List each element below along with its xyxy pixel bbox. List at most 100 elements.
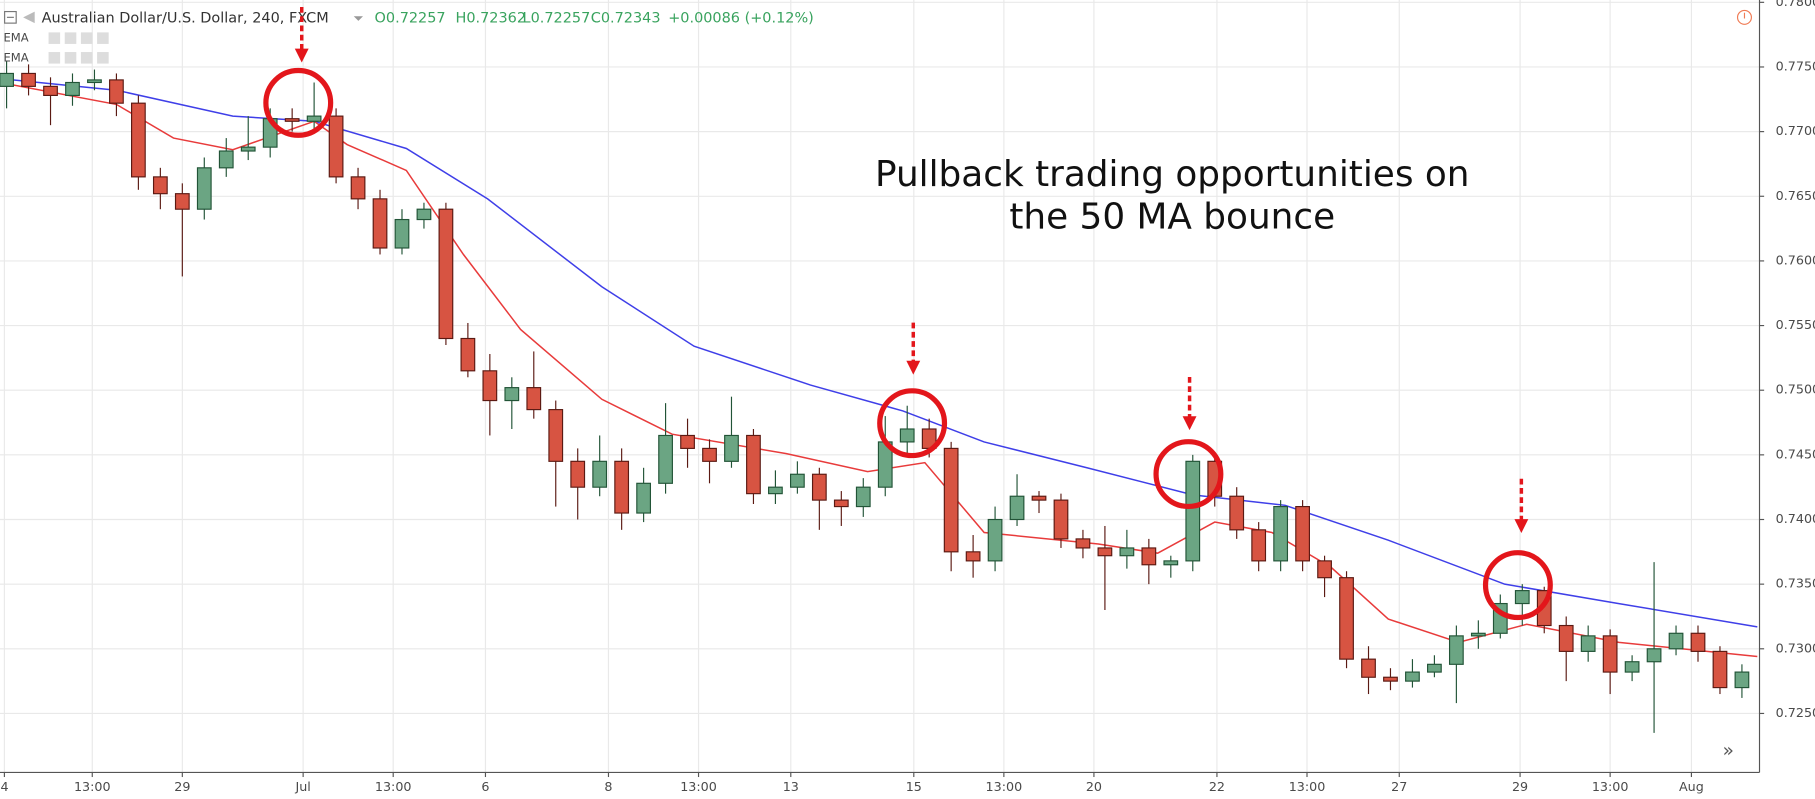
candle-body: [152, 176, 168, 195]
settings-button[interactable]: [64, 52, 77, 64]
candle-body: [504, 387, 520, 402]
candle-body: [658, 434, 673, 484]
ohlc-open: O0.72257: [375, 10, 446, 26]
candle-body: [1141, 547, 1157, 566]
more-button[interactable]: [80, 52, 93, 64]
candle-body: [350, 176, 366, 200]
candle-body: [416, 208, 432, 221]
candle-body: [438, 208, 454, 340]
candle-body: [1229, 495, 1245, 531]
candle-body: [811, 473, 827, 501]
ohlc-close: C0.72343: [591, 10, 661, 26]
arrowhead: [906, 360, 921, 375]
close-button[interactable]: [97, 32, 109, 44]
x-tick-label: 13:00: [986, 779, 1023, 794]
eye-button[interactable]: [48, 52, 61, 64]
y-tick-label: 0.75000: [1776, 382, 1815, 397]
arrows: [299, 6, 1524, 522]
y-tick-label: 0.75500: [1776, 317, 1815, 332]
candle-body: [1031, 495, 1047, 501]
candle-body: [284, 118, 300, 122]
candle-body: [768, 486, 783, 495]
candle-body: [372, 198, 388, 249]
candle-body: [1427, 663, 1442, 673]
x-tick-label: 13:00: [680, 779, 717, 794]
candle-body: [1624, 661, 1640, 673]
y-tick-label: 0.72500: [1776, 705, 1815, 720]
candle-body: [394, 218, 410, 249]
candle-body: [482, 370, 498, 402]
candle-body: [1405, 671, 1420, 682]
y-tick-label: 0.74000: [1776, 511, 1815, 526]
ohlc-low: L0.72257: [523, 10, 591, 26]
candle-body: [1339, 577, 1354, 660]
candle-body: [87, 79, 102, 84]
y-tick-label: 0.77000: [1776, 123, 1815, 138]
x-tick-label: Aug: [1679, 779, 1704, 794]
ohlc-change: +0.00086 (+0.12%): [668, 10, 814, 26]
y-tick-label: 0.78000: [1776, 0, 1815, 9]
x-tick-label: 6: [481, 779, 489, 794]
candle-body: [196, 167, 212, 210]
candle-body: [570, 460, 586, 488]
more-button[interactable]: [80, 32, 93, 44]
candles: [0, 60, 1750, 733]
highlight-circle: [1153, 439, 1224, 510]
eye-button[interactable]: [48, 32, 61, 44]
candle-body: [1383, 676, 1398, 682]
x-tick-label: 15: [906, 779, 922, 794]
indicator-buttons: [48, 32, 109, 64]
candle-body: [987, 518, 1003, 562]
candle-body: [899, 428, 915, 443]
candle-body: [109, 79, 124, 104]
candle-body: [1514, 590, 1530, 605]
indicator-label[interactable]: EMA: [3, 50, 28, 64]
candle-body: [548, 409, 564, 462]
x-tick-label: 8: [604, 779, 612, 794]
y-tick-label: 0.76000: [1776, 252, 1815, 267]
candle-body: [1690, 632, 1706, 652]
candle-body: [1668, 632, 1684, 650]
candle-body: [1558, 624, 1574, 652]
candle-body: [1009, 495, 1025, 521]
candle-body: [1580, 635, 1596, 652]
candle-body: [1251, 529, 1267, 562]
x-tick-label: Jul: [294, 779, 310, 794]
candle-body: [1646, 648, 1662, 663]
symbol-label[interactable]: Australian Dollar/U.S. Dollar, 240, FXCM: [42, 10, 329, 26]
candle-body: [1448, 635, 1464, 665]
candle-body: [1602, 635, 1618, 673]
candle-body: [0, 72, 14, 87]
scroll-button[interactable]: »: [1723, 741, 1734, 762]
indicator-label[interactable]: EMA: [3, 31, 28, 45]
candle-body: [43, 85, 58, 96]
candle-body: [240, 146, 256, 152]
x-tick-label: 29: [1512, 779, 1528, 794]
grid: [0, 0, 1760, 773]
close-button[interactable]: [97, 52, 109, 64]
collapse-button[interactable]: [4, 10, 17, 24]
candle-body: [1712, 650, 1728, 689]
arrowhead: [294, 48, 309, 63]
x-tick-label: 13:00: [1289, 779, 1326, 794]
y-tick-label: 0.77500: [1776, 58, 1815, 73]
annotation-title: Pullback trading opportunities on: [875, 154, 1470, 195]
annotation-title: the 50 MA bounce: [1009, 197, 1335, 238]
arrowhead: [1514, 519, 1529, 534]
alert-icon[interactable]: [1736, 9, 1752, 25]
x-tick-label: 20: [1086, 779, 1102, 794]
dropdown[interactable]: [353, 16, 363, 21]
settings-button[interactable]: [64, 32, 77, 44]
x-tick-label: 13:00: [1592, 779, 1629, 794]
candle-body: [306, 115, 322, 122]
candle-body: [680, 434, 695, 449]
arrowhead: [1182, 416, 1197, 431]
candle-body: [724, 434, 739, 462]
candle-body: [614, 460, 630, 514]
y-tick-label: 0.73500: [1776, 576, 1815, 591]
candle-body: [526, 387, 542, 411]
candle-body: [65, 81, 80, 96]
